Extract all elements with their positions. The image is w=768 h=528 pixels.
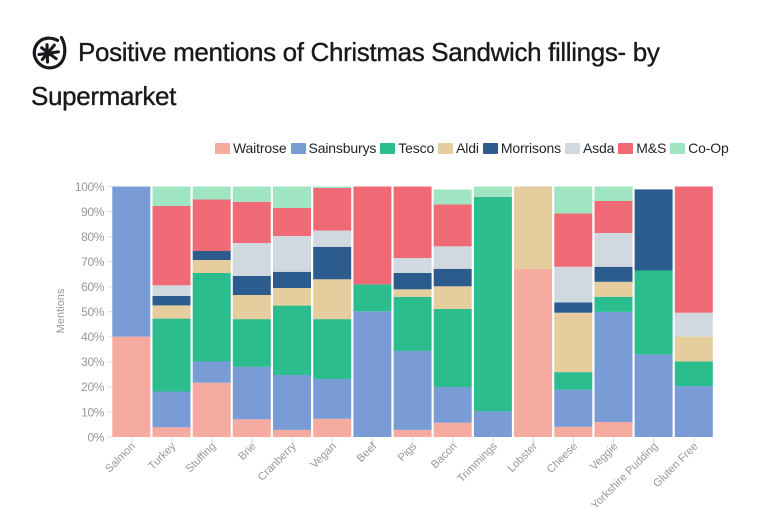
svg-text:30%: 30% <box>81 355 105 369</box>
svg-text:80%: 80% <box>81 230 105 244</box>
svg-text:Turkey: Turkey <box>146 440 178 472</box>
svg-text:40%: 40% <box>81 330 105 344</box>
svg-text:Salmon: Salmon <box>103 440 138 475</box>
svg-text:60%: 60% <box>81 280 105 294</box>
svg-text:50%: 50% <box>81 305 105 319</box>
svg-text:Pigs: Pigs <box>396 440 420 464</box>
svg-text:70%: 70% <box>81 255 105 269</box>
svg-text:10%: 10% <box>81 405 105 419</box>
svg-text:20%: 20% <box>81 380 105 394</box>
svg-text:Cranberry: Cranberry <box>256 440 299 483</box>
svg-text:Cheese: Cheese <box>545 440 580 475</box>
svg-text:0%: 0% <box>87 430 104 444</box>
svg-text:Stuffing: Stuffing <box>184 440 219 475</box>
svg-text:Mentions: Mentions <box>55 288 67 333</box>
svg-text:Lobster: Lobster <box>505 440 540 475</box>
svg-text:Brie: Brie <box>236 440 258 462</box>
svg-text:Bacon: Bacon <box>429 440 460 471</box>
svg-text:Trimmings: Trimmings <box>455 440 500 485</box>
svg-text:100%: 100% <box>75 180 105 194</box>
svg-text:Beef: Beef <box>355 440 380 465</box>
svg-text:90%: 90% <box>81 205 105 219</box>
svg-text:Veggie: Veggie <box>588 440 620 472</box>
svg-text:Vegan: Vegan <box>308 440 339 471</box>
